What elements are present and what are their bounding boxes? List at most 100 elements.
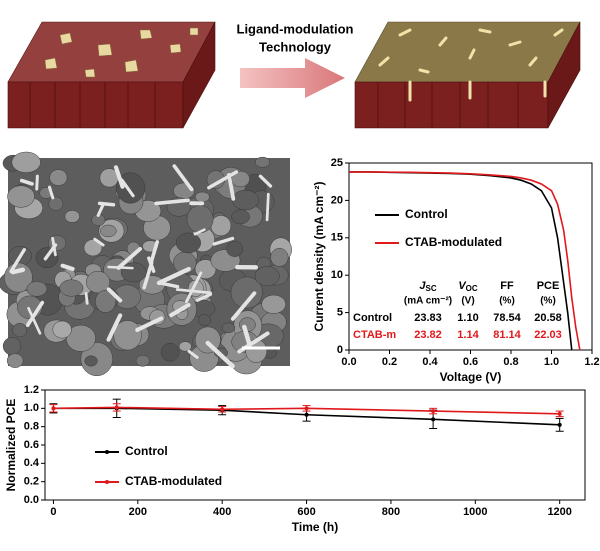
y-tick-label: 10 [331,269,343,281]
table-row-label: CTAB-m [353,329,396,341]
platelet [230,291,257,321]
grain [52,320,72,339]
x-tick-label: 200 [129,506,147,518]
point [431,417,436,422]
platelet [10,267,26,275]
grain [12,323,28,338]
platelet [116,246,142,270]
y-tick-label: 5 [337,307,343,319]
y-tick-label: 0.0 [24,494,39,506]
platelet [175,288,212,295]
table-cell: 1.10 [457,312,478,324]
x-tick-label: 0.0 [341,356,356,368]
x-tick-label: 0.2 [382,356,397,368]
header-subscript: SC [426,284,437,293]
platelet [212,236,235,246]
legend-label: Control [405,207,448,221]
grain [231,209,250,225]
grain [84,355,98,367]
table-cell: 20.58 [534,312,562,324]
point [51,406,56,411]
grain [194,191,210,203]
grain [59,279,84,297]
schematic-label: Ligand-modulation [237,21,354,36]
header-symbol: J [419,280,426,292]
legend-marker [105,450,109,454]
x-tick-label: 600 [297,506,315,518]
platelet [60,263,75,271]
table-unit: (%) [499,296,515,307]
platelet [149,239,160,263]
grain [221,322,236,334]
platelet [106,313,123,342]
header-symbol: V [458,280,467,292]
platelet [96,202,105,217]
grain [270,248,289,267]
platelet [120,178,135,198]
grain [64,210,80,223]
table-cell: 78.54 [493,312,521,324]
legend-marker [105,480,109,484]
point [431,409,436,414]
x-tick-label: 400 [213,506,231,518]
x-tick-label: 1.0 [544,356,559,368]
grain [6,353,24,368]
y-axis-title: Normalized PCE [4,399,18,492]
platelet [258,174,273,188]
platelet [154,198,190,206]
table-header: VOC [458,280,478,293]
grain [2,337,22,356]
grain [198,314,211,327]
point [114,405,119,410]
grain [11,151,41,173]
series-line [53,406,560,415]
grain [261,294,286,314]
grain [83,239,103,257]
grain [160,342,180,362]
table-header: PCE [537,280,560,292]
table-unit: (mA cm⁻²) [404,296,452,307]
table-unit: (%) [540,296,556,307]
x-axis-title: Time (h) [292,520,338,534]
platelet [107,265,134,270]
point [304,412,309,417]
platelet [93,237,105,247]
header-subscript: OC [466,284,478,293]
arrow [240,58,345,98]
x-tick-label: 0.6 [463,356,478,368]
series-line [349,171,581,351]
film-after [354,21,581,129]
grain [239,317,256,333]
grain [254,266,280,287]
grain [135,354,150,367]
grain [226,240,244,257]
platelet [265,192,270,222]
sem-image [0,151,292,377]
platelet [207,170,239,190]
legend-label: CTAB-modulated [405,235,502,249]
point [304,406,309,411]
platelet [142,260,154,290]
x-tick-label: 0.8 [503,356,518,368]
platelet [205,340,235,369]
platelet [156,266,191,286]
platelet [157,281,180,289]
y-tick-label: 1.2 [24,384,39,396]
x-tick-label: 800 [382,506,400,518]
platelet [84,292,89,305]
point [557,411,562,416]
y-tick-label: 25 [331,157,343,169]
legend-label: Control [125,444,168,458]
platelet [51,236,57,257]
platelet [35,174,39,191]
table-cell: 22.03 [534,329,562,341]
grain [100,224,117,238]
y-tick-label: 0 [337,344,343,356]
platelet [193,228,206,236]
grain [178,341,192,352]
y-axis-title: Current density (mA cm⁻²) [312,182,326,332]
x-axis-title: Voltage (V) [440,370,502,384]
table-unit: (V) [461,296,474,307]
grain [254,156,271,168]
platelet [27,306,42,335]
